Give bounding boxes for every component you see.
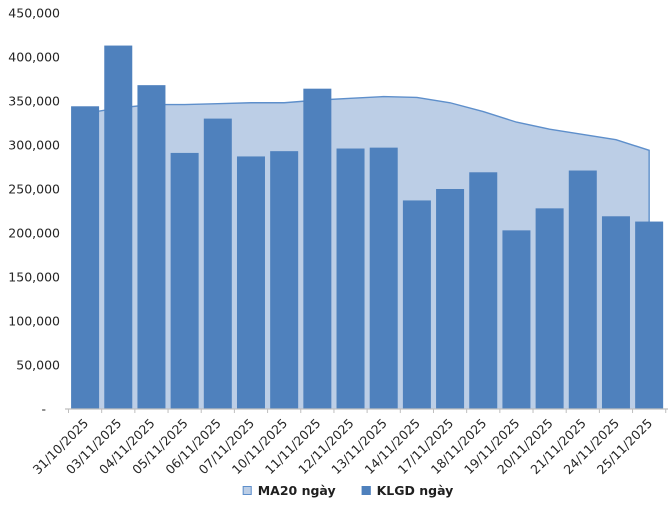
klgd-volume-bar xyxy=(336,148,365,409)
klgd-volume-bar xyxy=(270,151,299,409)
y-axis-tick-label: 400,000 xyxy=(8,50,60,65)
klgd-volume-bar xyxy=(203,118,232,409)
klgd-volume-bar xyxy=(71,106,100,409)
klgd-volume-bar xyxy=(369,147,398,409)
ma20-legend-label: MA20 ngày xyxy=(257,483,336,498)
klgd-volume-bar xyxy=(502,230,531,409)
y-axis-tick-label: 300,000 xyxy=(8,138,60,153)
klgd-volume-bar xyxy=(170,152,199,410)
klgd-bar-swatch-icon xyxy=(361,486,371,495)
y-axis-tick-label: 450,000 xyxy=(8,6,60,21)
klgd-volume-bar xyxy=(436,189,465,409)
y-axis-tick-label: 250,000 xyxy=(8,182,60,197)
klgd-legend-label: KLGD ngày xyxy=(376,483,454,498)
klgd-volume-bar xyxy=(535,208,564,409)
volume-chart: - 50,000 100,000 150,000 200,000 250,000 300,0… xyxy=(8,6,668,477)
klgd-volume-bar xyxy=(137,85,166,409)
klgd-volume-bar xyxy=(469,172,498,409)
klgd-volume-bar xyxy=(104,45,133,410)
klgd-volume-bar xyxy=(236,156,265,409)
y-axis-tick-label: 350,000 xyxy=(8,94,60,109)
y-axis-tick-label: 100,000 xyxy=(8,314,60,329)
y-axis-tick-label: 200,000 xyxy=(8,226,60,241)
y-axis-tick-label: 50,000 xyxy=(16,358,60,373)
legend-item-klgd: KLGD ngày xyxy=(361,483,454,498)
y-axis-tick-label: 150,000 xyxy=(8,270,60,285)
chart-legend: MA20 ngày KLGD ngày xyxy=(242,483,454,498)
y-axis-tick-label: - xyxy=(41,402,46,417)
klgd-volume-bar xyxy=(635,221,664,409)
legend-item-ma20: MA20 ngày xyxy=(242,483,336,498)
klgd-volume-bar xyxy=(402,200,431,409)
ma20-area-swatch-icon xyxy=(242,486,252,495)
klgd-volume-bar xyxy=(601,216,630,409)
klgd-volume-bar xyxy=(568,170,597,409)
klgd-volume-bar xyxy=(303,88,332,410)
ma20-area xyxy=(85,96,650,409)
